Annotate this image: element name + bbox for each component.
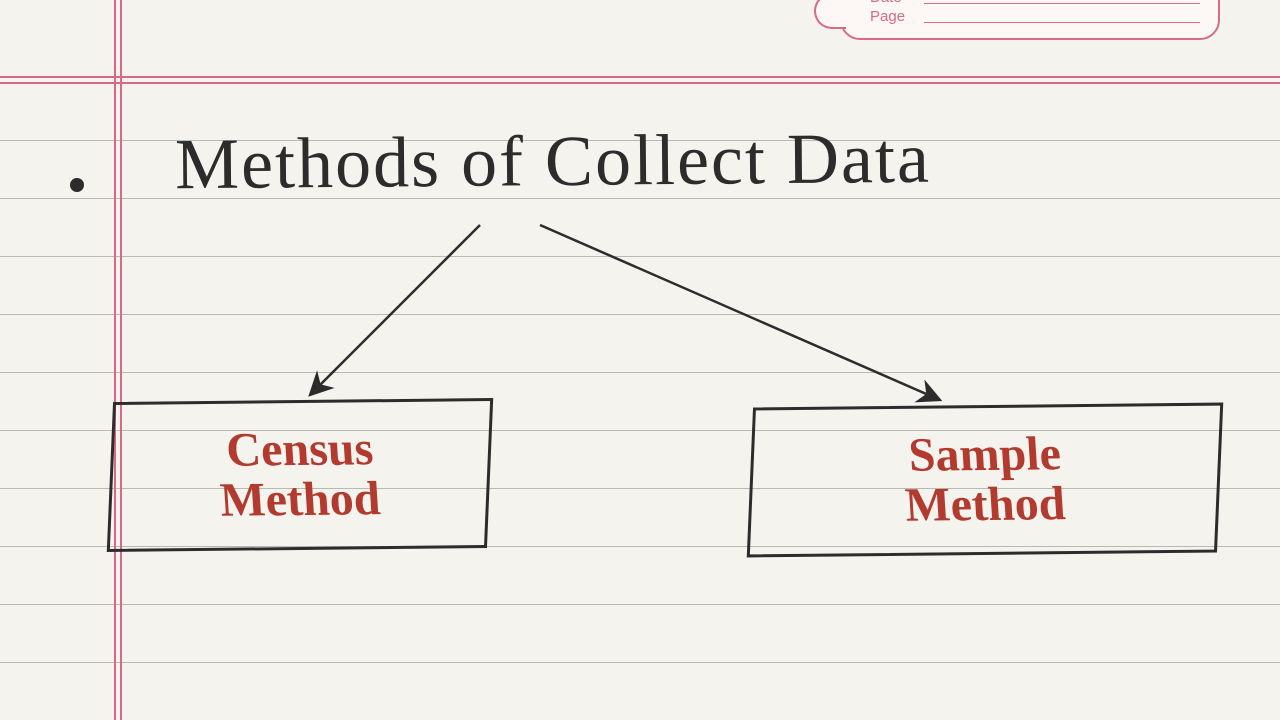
sample-line1: Sample bbox=[903, 429, 1066, 481]
date-label: Date bbox=[870, 0, 920, 6]
date-line bbox=[924, 0, 1200, 4]
arrows-layer bbox=[0, 0, 1280, 720]
notebook-header-badge: Date Page bbox=[840, 0, 1220, 40]
page-line bbox=[924, 11, 1200, 23]
sample-method-box: Sample Method bbox=[747, 403, 1224, 558]
arrow-right bbox=[540, 225, 940, 400]
diagram-title: Methods of Collect Data bbox=[175, 117, 932, 207]
notebook-rules bbox=[0, 0, 1280, 720]
title-bullet bbox=[70, 178, 84, 192]
badge-tail bbox=[814, 0, 846, 29]
page-label: Page bbox=[870, 8, 920, 25]
census-method-box: Census Method bbox=[107, 398, 493, 552]
census-line1: Census bbox=[218, 424, 381, 476]
sample-line2: Method bbox=[904, 479, 1067, 531]
census-line2: Method bbox=[219, 474, 382, 526]
arrow-left bbox=[310, 225, 480, 395]
